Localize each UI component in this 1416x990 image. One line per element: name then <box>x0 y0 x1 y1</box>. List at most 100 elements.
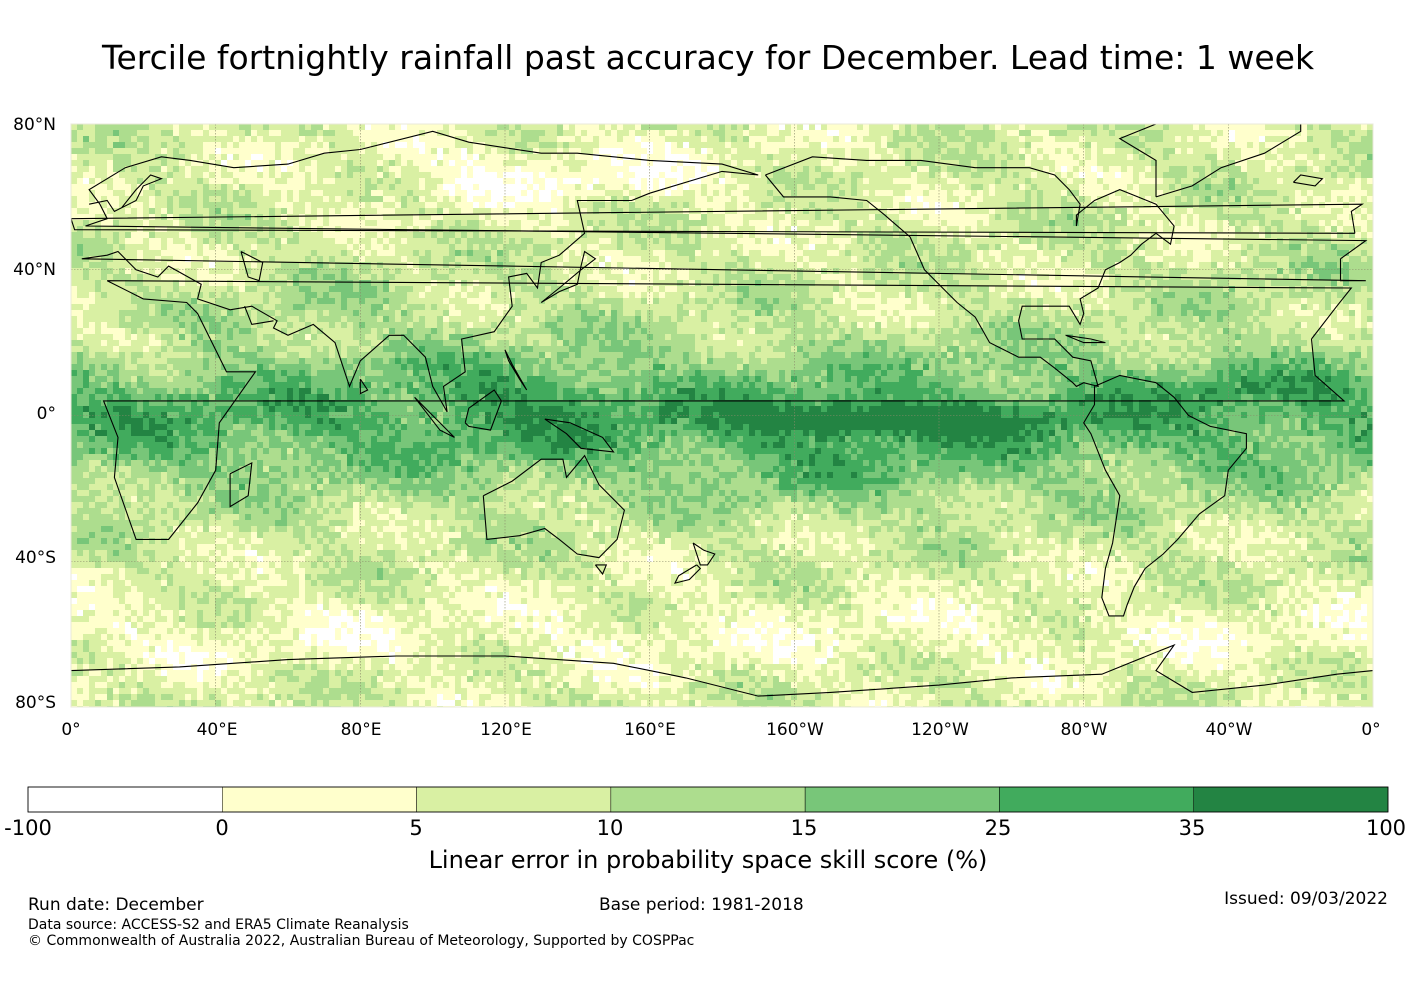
skill-cell <box>755 124 761 130</box>
skill-cell <box>1295 148 1301 154</box>
skill-cell <box>1169 148 1175 154</box>
skill-cell <box>1325 148 1331 154</box>
skill-cell <box>245 154 251 160</box>
skill-cell <box>629 124 635 130</box>
skill-cell <box>1319 136 1325 142</box>
skill-cell <box>389 148 395 154</box>
skill-cell <box>659 142 665 148</box>
skill-cell <box>857 166 863 172</box>
skill-cell <box>965 130 971 136</box>
skill-cell <box>101 124 107 130</box>
skill-cell <box>539 166 545 172</box>
skill-cell <box>107 124 113 130</box>
skill-cell <box>833 166 839 172</box>
skill-cell <box>185 166 191 172</box>
skill-cell <box>827 124 833 130</box>
skill-cell <box>485 136 491 142</box>
skill-cell <box>1205 142 1211 148</box>
skill-cell <box>1157 130 1163 136</box>
skill-cell <box>461 130 467 136</box>
skill-cell <box>671 124 677 130</box>
skill-cell <box>539 154 545 160</box>
skill-cell <box>437 136 443 142</box>
skill-cell <box>197 130 203 136</box>
skill-cell <box>809 148 815 154</box>
skill-cell <box>77 166 83 172</box>
skill-cell <box>197 136 203 142</box>
skill-cell <box>461 166 467 172</box>
skill-cell <box>653 142 659 148</box>
skill-cell <box>1313 136 1319 142</box>
skill-cell <box>1337 148 1343 154</box>
skill-cell <box>1211 160 1217 166</box>
skill-cell <box>227 130 233 136</box>
skill-cell <box>809 136 815 142</box>
skill-cell <box>761 166 767 172</box>
skill-cell <box>635 124 641 130</box>
skill-cell <box>1271 166 1277 172</box>
skill-cell <box>119 154 125 160</box>
skill-cell <box>95 124 101 130</box>
skill-cell <box>251 136 257 142</box>
skill-cell <box>143 124 149 130</box>
skill-cell <box>785 136 791 142</box>
skill-cell <box>695 130 701 136</box>
skill-cell <box>749 166 755 172</box>
skill-cell <box>101 148 107 154</box>
skill-cell <box>953 148 959 154</box>
skill-cell <box>419 160 425 166</box>
skill-cell <box>1049 124 1055 130</box>
skill-cell <box>1079 130 1085 136</box>
skill-cell <box>437 124 443 130</box>
skill-cell <box>1055 166 1061 172</box>
skill-cell <box>1019 160 1025 166</box>
skill-cell <box>83 166 89 172</box>
skill-cell <box>875 160 881 166</box>
skill-cell <box>989 166 995 172</box>
skill-cell <box>689 154 695 160</box>
skill-cell <box>317 130 323 136</box>
skill-cell <box>341 142 347 148</box>
skill-cell <box>125 148 131 154</box>
skill-cell <box>731 142 737 148</box>
skill-cell <box>1193 142 1199 148</box>
skill-cell <box>419 142 425 148</box>
skill-cell <box>1019 166 1025 172</box>
skill-cell <box>1175 136 1181 142</box>
skill-cell <box>1013 136 1019 142</box>
skill-cell <box>1001 154 1007 160</box>
skill-cell <box>317 136 323 142</box>
skill-cell <box>1013 148 1019 154</box>
skill-cell <box>713 136 719 142</box>
skill-cell <box>233 136 239 142</box>
skill-cell <box>449 142 455 148</box>
skill-cell <box>107 130 113 136</box>
skill-cell <box>143 142 149 148</box>
skill-cell <box>497 154 503 160</box>
skill-cell <box>881 130 887 136</box>
skill-cell <box>599 130 605 136</box>
skill-cell <box>683 142 689 148</box>
skill-cell <box>959 166 965 172</box>
skill-cell <box>1319 160 1325 166</box>
skill-cell <box>593 148 599 154</box>
skill-cell <box>1349 154 1355 160</box>
skill-cell <box>221 142 227 148</box>
skill-cell <box>863 160 869 166</box>
skill-cell <box>707 124 713 130</box>
skill-cell <box>827 136 833 142</box>
skill-cell <box>1037 148 1043 154</box>
skill-cell <box>209 154 215 160</box>
skill-cell <box>749 124 755 130</box>
skill-cell <box>947 160 953 166</box>
skill-cell <box>1025 166 1031 172</box>
skill-cell <box>203 142 209 148</box>
skill-cell <box>113 130 119 136</box>
skill-cell <box>461 160 467 166</box>
skill-cell <box>455 130 461 136</box>
skill-cell <box>983 124 989 130</box>
skill-cell <box>1355 142 1361 148</box>
skill-cell <box>1031 148 1037 154</box>
skill-cell <box>1079 142 1085 148</box>
skill-cell <box>467 160 473 166</box>
